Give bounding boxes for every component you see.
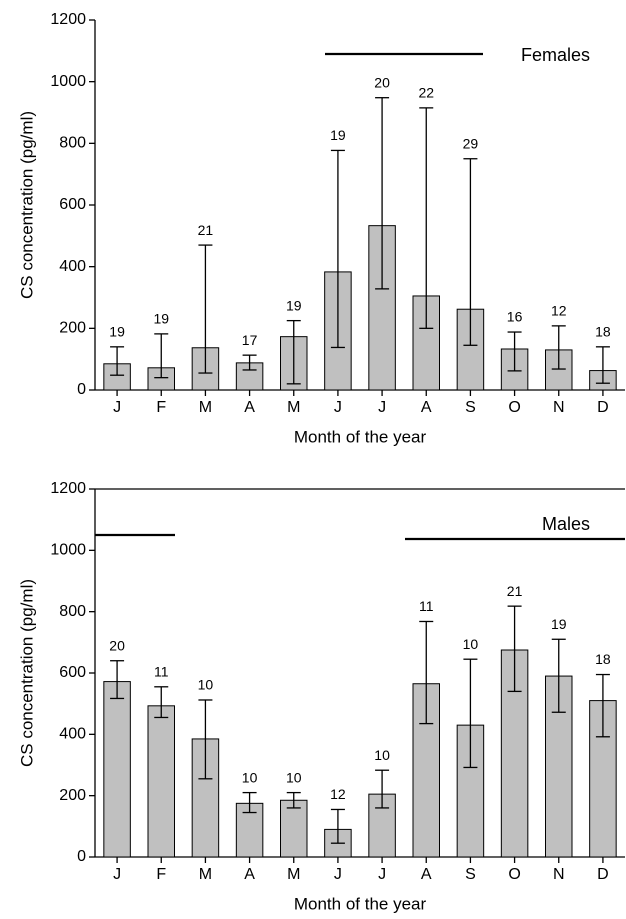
sample-size: 12: [330, 786, 346, 802]
sample-size: 21: [507, 583, 523, 599]
sample-size: 20: [109, 637, 125, 653]
x-tick-label: D: [597, 399, 609, 416]
sample-size: 10: [242, 769, 258, 785]
sample-size: 19: [330, 127, 346, 143]
sample-size: 17: [242, 332, 258, 348]
x-tick-label: J: [378, 399, 386, 416]
x-axis-title: Month of the year: [294, 427, 427, 446]
x-tick-label: A: [421, 399, 432, 416]
x-axis-title: Month of the year: [294, 894, 427, 913]
x-tick-label: J: [113, 399, 121, 416]
x-tick-label: N: [553, 399, 565, 416]
x-tick-label: F: [156, 399, 166, 416]
x-tick-label: J: [334, 399, 342, 416]
sample-size: 12: [551, 303, 567, 319]
y-tick-label: 400: [59, 726, 86, 743]
x-tick-label: A: [244, 399, 255, 416]
sample-size: 22: [418, 85, 434, 101]
sample-size: 19: [153, 311, 169, 327]
bar: [103, 363, 131, 391]
sample-size: 11: [419, 598, 434, 614]
y-tick-label: 800: [59, 603, 86, 620]
y-tick-label: 0: [77, 848, 86, 865]
panel-label: Males: [542, 514, 590, 534]
bar: [147, 705, 175, 858]
bar: [589, 700, 617, 858]
x-tick-label: J: [113, 866, 121, 883]
sample-size: 11: [154, 664, 169, 680]
y-tick-label: 1200: [50, 11, 86, 28]
sample-size: 20: [374, 74, 390, 90]
sample-size: 18: [595, 651, 611, 667]
y-axis-title: CS concentration (pg/ml): [17, 579, 36, 767]
sample-size: 19: [109, 324, 125, 340]
panel-label: Females: [521, 45, 590, 65]
bar: [103, 681, 131, 858]
sample-size: 10: [374, 747, 390, 763]
y-tick-label: 1000: [50, 542, 86, 559]
y-tick-label: 600: [59, 196, 86, 213]
x-tick-label: A: [244, 866, 255, 883]
x-tick-label: M: [199, 866, 212, 883]
x-tick-label: F: [156, 866, 166, 883]
x-tick-label: J: [334, 866, 342, 883]
y-tick-label: 800: [59, 135, 86, 152]
sample-size: 19: [286, 297, 302, 313]
y-tick-label: 0: [77, 381, 86, 398]
x-tick-label: A: [421, 866, 432, 883]
sample-size: 21: [198, 222, 214, 238]
sample-size: 19: [551, 616, 567, 632]
sample-size: 10: [198, 677, 214, 693]
y-tick-label: 400: [59, 258, 86, 275]
bar: [280, 799, 308, 858]
sample-size: 18: [595, 324, 611, 340]
x-tick-label: M: [287, 866, 300, 883]
x-tick-label: O: [508, 399, 520, 416]
x-tick-label: N: [553, 866, 565, 883]
y-axis-title: CS concentration (pg/ml): [17, 111, 36, 299]
x-tick-label: M: [199, 399, 212, 416]
y-tick-label: 1000: [50, 73, 86, 90]
sample-size: 16: [507, 309, 523, 325]
x-tick-label: M: [287, 399, 300, 416]
x-tick-label: J: [378, 866, 386, 883]
x-tick-label: O: [508, 866, 520, 883]
sample-size: 29: [463, 135, 479, 151]
x-tick-label: S: [465, 399, 476, 416]
y-tick-label: 200: [59, 320, 86, 337]
y-tick-label: 200: [59, 787, 86, 804]
sample-size: 10: [286, 769, 302, 785]
sample-size: 10: [463, 636, 479, 652]
y-tick-label: 1200: [50, 480, 86, 497]
x-tick-label: D: [597, 866, 609, 883]
y-tick-label: 600: [59, 664, 86, 681]
x-tick-label: S: [465, 866, 476, 883]
